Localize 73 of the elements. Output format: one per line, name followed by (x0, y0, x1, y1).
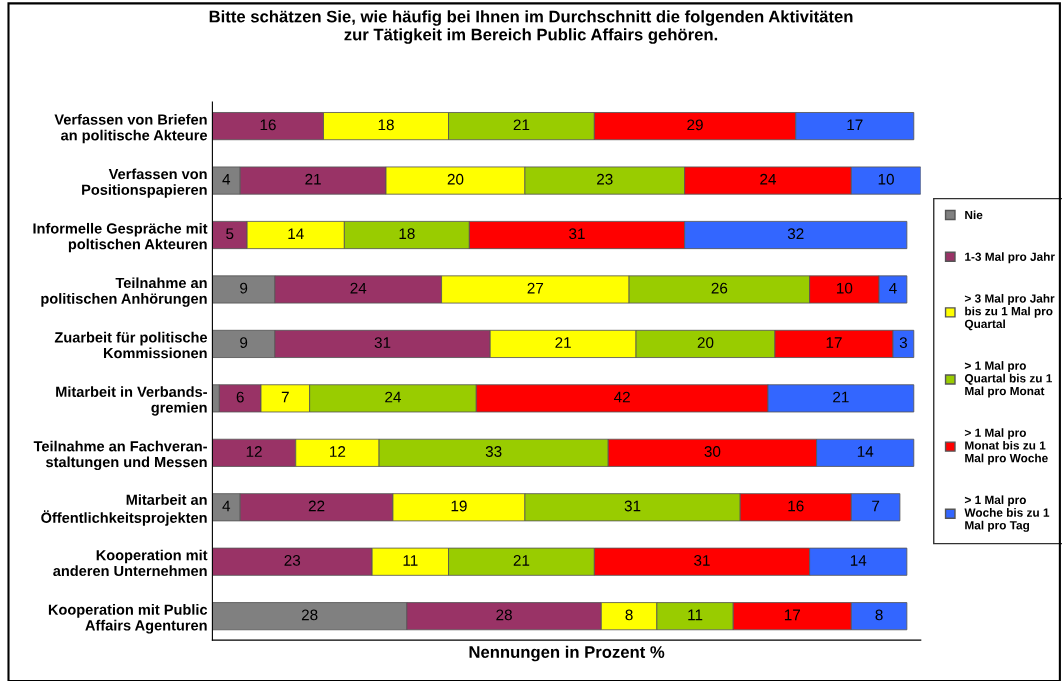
y-tick-label: Zuarbeit für politische Kommissionen (54, 331, 208, 359)
data-label: 10 (878, 173, 894, 185)
data-label: 19 (451, 500, 467, 512)
data-label: 18 (378, 119, 394, 131)
data-label: 8 (625, 609, 633, 621)
y-tick-label: Teilnahme an Fachveran- staltungen und Messen (33, 440, 207, 471)
data-label: 12 (330, 446, 346, 457)
data-label: 16 (788, 500, 804, 512)
data-label: 28 (496, 609, 512, 621)
data-label: 12 (246, 446, 262, 457)
data-label: 21 (513, 119, 530, 131)
data-label: 16 (260, 119, 276, 131)
data-label: 32 (787, 228, 804, 240)
data-label: 31 (624, 500, 641, 512)
chart-title: Bitte schätzen Sie, wie häufig bei Ihnen im Durchschnitt die folgenden Aktivitäten zur Tätigkeit im Bereich Public Affairs gehören. (209, 10, 853, 44)
legend-label: > 1 Mal pro Monat bis zu 1 Mal pro Woche (964, 428, 1048, 465)
data-label: 14 (857, 446, 874, 457)
data-label: 24 (760, 173, 777, 185)
y-tick-label: Kooperation mit anderen Unternehmen (53, 549, 208, 577)
y-tick-label: Teilnahme an politischen Anhörungen (41, 277, 207, 307)
data-label: 23 (597, 173, 613, 185)
data-label: 21 (833, 391, 849, 403)
data-label: 7 (872, 500, 880, 512)
data-label: 22 (308, 500, 325, 512)
data-label: 20 (697, 337, 714, 349)
data-label: 11 (403, 555, 418, 566)
data-label: 30 (704, 446, 721, 457)
data-label: 3 (899, 337, 907, 349)
data-label: 24 (385, 391, 402, 403)
data-label: 8 (875, 609, 883, 621)
data-label: 29 (687, 119, 703, 131)
data-label: 7 (281, 391, 289, 403)
legend-label: > 1 Mal pro Woche bis zu 1 Mal pro Tag (964, 495, 1050, 532)
data-label: 42 (613, 391, 630, 403)
legend-label: Nie (965, 210, 983, 220)
x-axis-title: Nennungen in Prozent % (469, 645, 665, 662)
data-label: 17 (847, 119, 863, 131)
data-label: 24 (350, 282, 367, 294)
y-tick-label: Verfassen von Briefen an politische Akteure (54, 114, 208, 144)
y-tick-label: Mitarbeit in Verbands- gremien (56, 386, 207, 416)
data-label: 28 (301, 609, 318, 621)
data-label: 5 (226, 228, 234, 240)
legend-label: > 3 Mal pro Jahr bis zu 1 Mal pro Quartal (964, 293, 1055, 331)
data-label: 11 (688, 609, 703, 621)
data-label: 17 (826, 337, 842, 348)
data-label: 31 (374, 337, 391, 349)
data-label: 21 (555, 337, 571, 348)
data-label: 9 (240, 337, 248, 349)
data-label: 4 (222, 174, 231, 185)
data-label: 4 (222, 500, 231, 512)
data-label: 27 (527, 282, 544, 294)
data-label: 17 (784, 609, 801, 621)
legend-label: 1-3 Mal pro Jahr (965, 252, 1055, 264)
y-tick-label: Kooperation mit Public Affairs Agenturen (48, 604, 208, 634)
data-label: 10 (837, 282, 853, 294)
data-label: 21 (513, 555, 530, 566)
data-label: 20 (447, 173, 464, 185)
data-label: 23 (284, 555, 301, 566)
data-label: 31 (569, 228, 585, 240)
y-tick-label: Mitarbeit an Öffentlichkeitsprojekten (41, 494, 207, 526)
data-label: 26 (711, 282, 728, 294)
data-label: 14 (288, 228, 304, 239)
y-tick-label: Informelle Gespräche mit poltischen Akteuren (33, 222, 208, 253)
data-label: 9 (240, 282, 248, 294)
data-label: 18 (399, 228, 415, 240)
data-label: 6 (236, 391, 244, 403)
data-label: 14 (850, 555, 867, 566)
data-label: 4 (889, 282, 897, 294)
data-label: 31 (694, 555, 710, 566)
data-label: 21 (305, 173, 321, 185)
y-tick-label: Verfassen von Positionspapieren (82, 168, 207, 198)
data-label: 33 (485, 446, 502, 457)
legend-label: > 1 Mal pro Quartal bis zu 1 Mal pro Monat (964, 361, 1053, 398)
